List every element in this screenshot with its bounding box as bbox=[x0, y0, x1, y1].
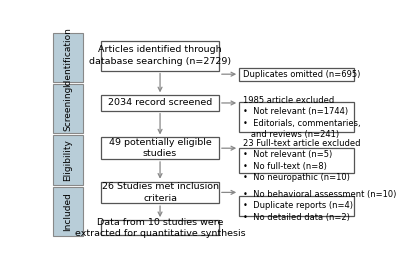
Bar bbox=[53, 135, 82, 184]
Text: 26 Studies met inclusion
criteria: 26 Studies met inclusion criteria bbox=[102, 182, 218, 203]
Text: 23 Full-text article excluded
•  Not relevant (n=5)
•  No full-text (n=8)
•  No : 23 Full-text article excluded • Not rele… bbox=[243, 139, 360, 182]
Bar bbox=[101, 95, 219, 111]
Text: 2034 record screened: 2034 record screened bbox=[108, 99, 212, 108]
Bar bbox=[101, 182, 219, 203]
Bar bbox=[239, 103, 354, 132]
Bar bbox=[101, 138, 219, 159]
Text: Data from 10 studies were
extracted for quantitative synthesis: Data from 10 studies were extracted for … bbox=[75, 218, 245, 238]
Text: Included: Included bbox=[63, 192, 72, 231]
Bar bbox=[101, 220, 219, 235]
Bar bbox=[101, 41, 219, 70]
Text: 49 potentially eligible
studies: 49 potentially eligible studies bbox=[109, 138, 212, 158]
Text: 1985 article excluded
•  Not relevant (n=1744)
•  Editorials, commentaries,
   a: 1985 article excluded • Not relevant (n=… bbox=[243, 96, 360, 139]
Text: Duplicates omitted (n=695): Duplicates omitted (n=695) bbox=[243, 70, 360, 79]
Bar bbox=[239, 196, 354, 216]
Text: Eligibility: Eligibility bbox=[63, 139, 72, 181]
Text: Identification: Identification bbox=[63, 27, 72, 87]
Bar bbox=[239, 148, 354, 173]
Bar bbox=[53, 187, 82, 236]
Text: Screening: Screening bbox=[63, 86, 72, 131]
Bar bbox=[239, 68, 354, 81]
Text: Articles identified through
database searching (n=2729): Articles identified through database sea… bbox=[89, 45, 231, 66]
Bar bbox=[53, 33, 82, 82]
Bar bbox=[53, 84, 82, 133]
Text: •  No behavioral assessment (n=10)
•  Duplicate reports (n=4)
•  No detailed dat: • No behavioral assessment (n=10) • Dupl… bbox=[243, 190, 396, 222]
